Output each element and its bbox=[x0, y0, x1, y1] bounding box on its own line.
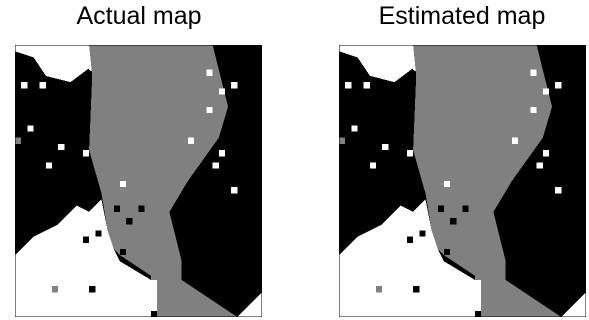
black-pixel bbox=[150, 310, 158, 317]
gray-center-region bbox=[413, 45, 553, 280]
white-pixel bbox=[218, 150, 225, 157]
gray-pixel bbox=[52, 286, 59, 293]
white-pixel bbox=[555, 82, 562, 89]
white-pixel bbox=[511, 137, 519, 144]
white-pixel bbox=[443, 181, 451, 188]
gray-pixel bbox=[474, 273, 482, 280]
black-pixel bbox=[119, 249, 127, 256]
estimated-map-title: Estimated map bbox=[378, 2, 546, 30]
gray-pixel bbox=[150, 273, 158, 280]
white-bottom-region bbox=[339, 199, 482, 317]
gray-pixel bbox=[425, 174, 432, 181]
white-top-left-notch bbox=[339, 45, 426, 83]
white-pixel bbox=[406, 150, 414, 157]
estimated-map bbox=[339, 45, 586, 317]
gray-bottom-region bbox=[157, 279, 238, 317]
white-pixel bbox=[212, 162, 219, 169]
gray-pixel bbox=[101, 174, 108, 181]
white-pixel bbox=[187, 137, 195, 144]
gray-bottom-region bbox=[481, 279, 562, 317]
white-pixel bbox=[218, 88, 225, 95]
white-pixel bbox=[231, 82, 238, 89]
black-pixel bbox=[175, 230, 182, 237]
black-pixel bbox=[89, 286, 96, 293]
actual-map-title: Actual map bbox=[76, 2, 202, 30]
white-pixel bbox=[345, 82, 352, 89]
black-pixel bbox=[450, 218, 457, 225]
black-pixel bbox=[437, 205, 444, 212]
black-pixel bbox=[443, 249, 451, 256]
black-pixel bbox=[406, 236, 414, 243]
white-pixel bbox=[27, 125, 34, 132]
white-corner-region bbox=[237, 292, 262, 317]
white-pixel bbox=[45, 162, 53, 169]
white-pixel bbox=[39, 82, 46, 89]
white-top-left-notch bbox=[15, 45, 102, 83]
white-pixel bbox=[530, 106, 537, 113]
white-pixel bbox=[206, 69, 213, 76]
white-pixel bbox=[542, 150, 549, 157]
black-pixel bbox=[113, 205, 120, 212]
black-pixel bbox=[419, 230, 426, 237]
white-pixel bbox=[363, 82, 370, 89]
white-bottom-region bbox=[15, 199, 158, 317]
gray-pixel bbox=[376, 286, 383, 293]
white-pixel bbox=[231, 187, 238, 194]
black-pixel bbox=[462, 205, 469, 212]
black-pixel bbox=[126, 218, 133, 225]
map-frame bbox=[339, 45, 586, 317]
black-pixel bbox=[95, 230, 102, 237]
gray-pixel bbox=[15, 137, 22, 144]
white-pixel bbox=[530, 69, 537, 76]
white-pixel bbox=[351, 125, 358, 132]
gray-center-region bbox=[89, 45, 229, 280]
white-pixel bbox=[206, 106, 213, 113]
black-pixel bbox=[499, 230, 506, 237]
white-pixel bbox=[21, 82, 28, 89]
white-pixel bbox=[369, 162, 377, 169]
white-pixel bbox=[58, 143, 65, 151]
black-pixel bbox=[474, 310, 482, 317]
white-pixel bbox=[555, 187, 562, 194]
white-pixel bbox=[536, 162, 543, 169]
actual-map bbox=[15, 45, 262, 317]
map-frame bbox=[15, 45, 262, 317]
white-pixel bbox=[542, 88, 549, 95]
white-pixel bbox=[119, 181, 127, 188]
black-pixel bbox=[82, 236, 90, 243]
black-pixel bbox=[413, 286, 420, 293]
gray-pixel bbox=[339, 137, 346, 144]
white-pixel bbox=[82, 150, 90, 157]
black-pixel bbox=[138, 205, 145, 212]
white-pixel bbox=[382, 143, 389, 151]
